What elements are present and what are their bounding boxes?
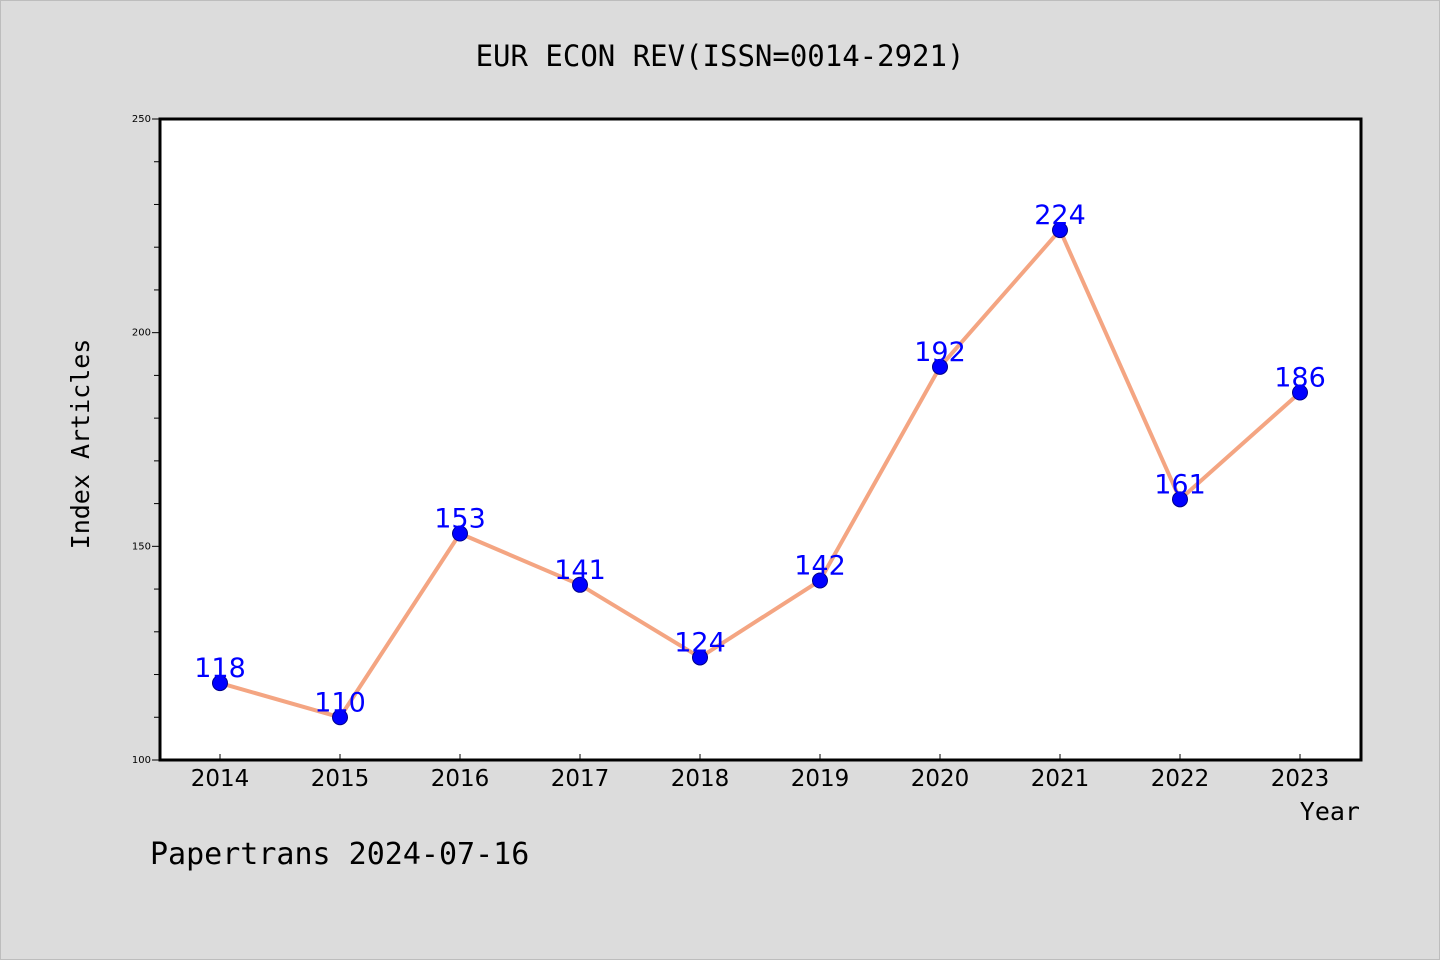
y-axis-label: Index Articles [66,339,95,550]
x-tick-label: 2023 [1271,766,1330,792]
data-point-marker [452,525,468,542]
x-tick-label: 2015 [311,766,370,792]
data-label: 153 [434,504,486,535]
x-tick-label: 2018 [671,766,730,792]
data-point-marker [332,709,348,726]
x-axis-label: Year [1300,797,1360,826]
data-point-marker [692,649,708,666]
x-axis-ticks: 2014 2015 2016 2017 2018 2019 2020 2021 2022 2023 [191,754,1330,792]
plot-frame [158,117,1363,762]
x-tick-label: 2020 [911,766,970,792]
y-tick-label: 150 [132,541,151,552]
data-label: 161 [1154,469,1206,500]
x-tick-label: 2019 [791,766,850,792]
footer-credit: Papertrans 2024-07-16 [150,837,529,872]
data-label: 124 [674,627,726,658]
data-label: 224 [1034,200,1086,231]
data-label: 186 [1274,362,1326,393]
data-point-marker [1292,384,1308,401]
data-label: 141 [554,555,606,586]
plot-area [160,119,1361,760]
data-point-marker [572,576,588,593]
y-tick-label: 200 [132,328,151,339]
data-label: 110 [314,687,366,718]
data-point-marker [812,572,828,589]
x-tick-label: 2022 [1151,766,1210,792]
data-point-marker [1052,222,1068,239]
x-tick-label: 2014 [191,766,250,792]
data-label: 142 [794,551,846,582]
series-line [218,228,1302,720]
chart-title: EUR ECON REV(ISSN=0014-2921) [476,39,965,73]
data-label: 118 [194,653,246,684]
data-labels: 118 110 153 141 124 142 192 224 161 186 [194,200,1326,718]
data-point-marker [932,358,948,375]
series-markers [212,222,1308,726]
data-point-marker [212,675,228,692]
data-label: 192 [914,337,966,368]
x-tick-label: 2017 [551,766,610,792]
y-tick-label: 250 [132,114,151,125]
y-tick-label: 100 [132,755,151,766]
data-point-marker [1172,491,1188,508]
x-tick-label: 2016 [431,766,490,792]
x-tick-label: 2021 [1031,766,1090,792]
